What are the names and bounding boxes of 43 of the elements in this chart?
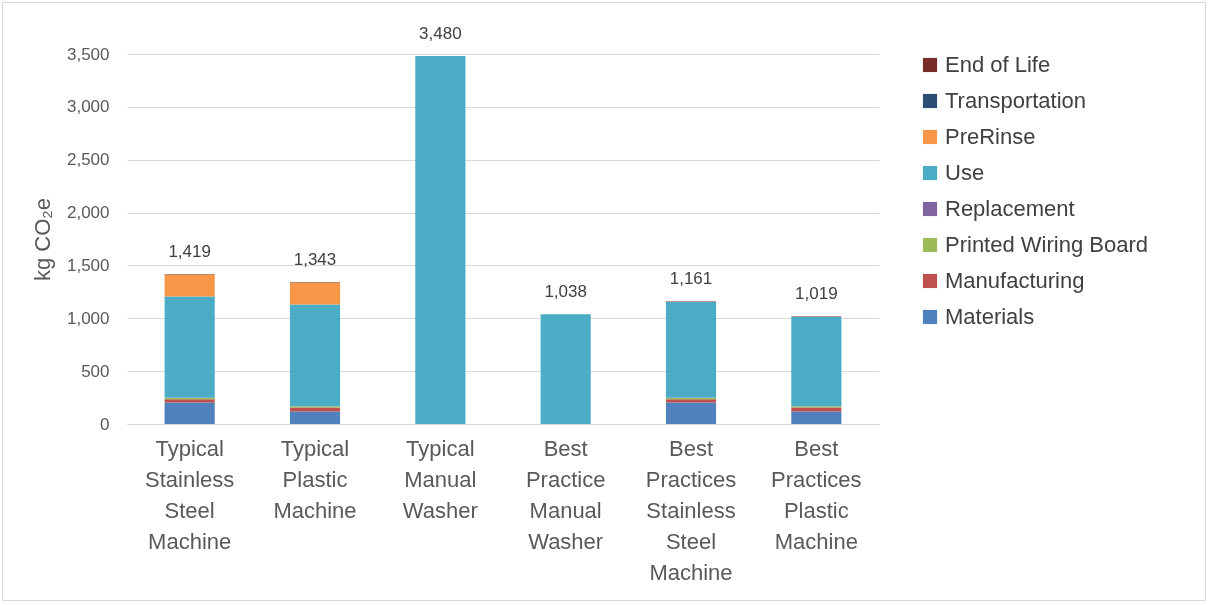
bar [540, 314, 591, 424]
total-label: 1,343 [293, 250, 337, 270]
total-label: 1,019 [795, 284, 838, 304]
total-label: 3,480 [419, 24, 462, 44]
legend-label: Manufacturing [945, 268, 1085, 293]
bar [289, 304, 341, 407]
total-label: 1,419 [168, 242, 211, 262]
bar [415, 56, 466, 424]
x-tick-label: Best Practices Plastic Machine [771, 435, 862, 554]
total-label: 1,161 [669, 269, 713, 289]
y-tick-label: 1,500 [66, 255, 110, 275]
y-tick-label: 0 [100, 414, 110, 434]
legend-label: Replacement [945, 196, 1075, 221]
bar [164, 296, 215, 398]
bar [164, 402, 215, 424]
total-label: 1,038 [544, 282, 587, 302]
bar [164, 274, 215, 297]
bar [791, 411, 842, 424]
bar [791, 317, 842, 407]
bar [791, 407, 842, 412]
y-tick-label: 500 [81, 361, 110, 381]
x-tick-label: Typical Manual Washer [402, 435, 478, 523]
legend-label: Materials [945, 304, 1035, 329]
bar [289, 411, 341, 424]
x-tick-label: Best Practice Manual Washer [525, 435, 606, 554]
legend-label: Transportation [945, 88, 1087, 113]
bar [665, 402, 717, 424]
y-axis-title: kg CO₂e [29, 197, 55, 282]
legend-label: Use [945, 160, 985, 185]
bar [665, 302, 717, 398]
y-tick-label: 1,000 [66, 308, 110, 328]
y-tick-label: 3,000 [66, 97, 110, 117]
bar [289, 282, 341, 305]
y-tick-label: 2,000 [66, 203, 110, 223]
y-tick-label: 2,500 [66, 150, 110, 170]
y-tick-label: 3,500 [66, 44, 110, 64]
x-tick-label: Typical Plastic Machine [273, 435, 357, 523]
bar [289, 407, 341, 412]
x-tick-label: Typical Stainless Steel Machine [145, 435, 235, 554]
x-tick-label: Best Practices Stainless Steel Machine [645, 435, 737, 585]
legend-label: PreRinse [945, 124, 1036, 149]
legend-label: Printed Wiring Board [945, 232, 1148, 257]
legend-label: End of Life [945, 52, 1051, 77]
